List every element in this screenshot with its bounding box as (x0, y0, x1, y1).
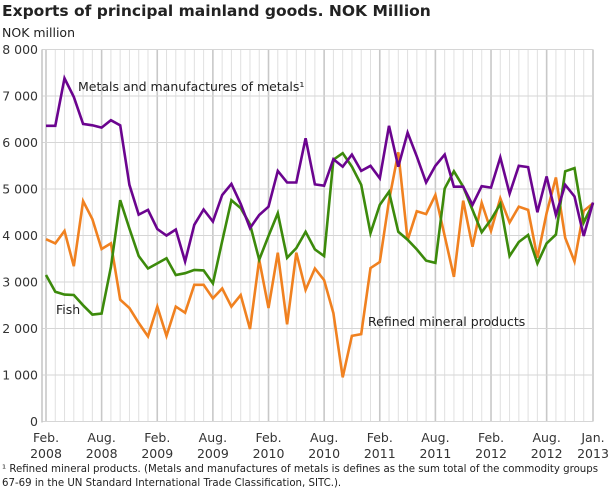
x-tick-month: Aug. (199, 430, 227, 445)
x-tick-month: Feb. (255, 430, 281, 445)
y-tick-label: 2 000 (2, 321, 38, 336)
x-tick-year: 2011 (364, 446, 396, 461)
series-lines (44, 74, 595, 378)
y-tick-label: 0 (30, 414, 38, 429)
x-tick-month: Feb. (367, 430, 393, 445)
x-tick-year: 2012 (475, 446, 507, 461)
y-tick-label: 8 000 (2, 42, 38, 57)
series-label-metals: Metals and manufactures of metals¹ (78, 79, 304, 94)
series-line-fish (44, 151, 595, 316)
y-axis-label: NOK million (2, 25, 75, 40)
series-line-metals (46, 74, 595, 267)
x-tick-year: 2011 (419, 446, 451, 461)
y-tick-label: 6 000 (2, 135, 38, 150)
x-tick-month: Feb. (144, 430, 170, 445)
x-tick-month: Feb. (33, 430, 59, 445)
x-tick-year: 2009 (141, 446, 173, 461)
x-tick-year: 2010 (308, 446, 340, 461)
x-tick-year: 2008 (30, 446, 62, 461)
x-tick-year: 2010 (253, 446, 285, 461)
x-tick-year: 2013 (577, 446, 609, 461)
y-tick-label: 3 000 (2, 275, 38, 290)
x-tick-labels: Feb.2008Aug.2008Feb.2009Aug.2009Feb.2010… (30, 430, 609, 461)
x-tick-year: 2008 (86, 446, 118, 461)
y-tick-label: 5 000 (2, 182, 38, 197)
series-line-refined-mineral (45, 152, 594, 378)
x-tick-month: Aug. (421, 430, 449, 445)
x-tick-year: 2009 (197, 446, 229, 461)
series-label-fish: Fish (56, 302, 80, 317)
y-tick-labels: 0 1 000 2 000 3 000 4 000 5 000 6 000 7 000 8 00… (2, 42, 38, 429)
chart-title: Exports of principal mainland goods. NOK… (2, 2, 431, 20)
x-tick-month: Aug. (532, 430, 560, 445)
y-tick-label: 1 000 (2, 368, 38, 383)
x-tick-month: Jan. (580, 430, 604, 445)
gridlines (41, 49, 594, 423)
footnote-line-2: 67-69 in the UN Standard International T… (2, 478, 341, 488)
x-tick-month: Feb. (478, 430, 504, 445)
footnote-line-1: ¹ Refined mineral products. (Metals and … (2, 464, 598, 475)
x-tick-month: Aug. (310, 430, 338, 445)
x-tick-month: Aug. (87, 430, 115, 445)
series-label-refined-mineral: Refined mineral products (368, 314, 525, 329)
x-tick-year: 2012 (531, 446, 563, 461)
y-tick-label: 4 000 (2, 228, 38, 243)
y-tick-label: 7 000 (2, 89, 38, 104)
